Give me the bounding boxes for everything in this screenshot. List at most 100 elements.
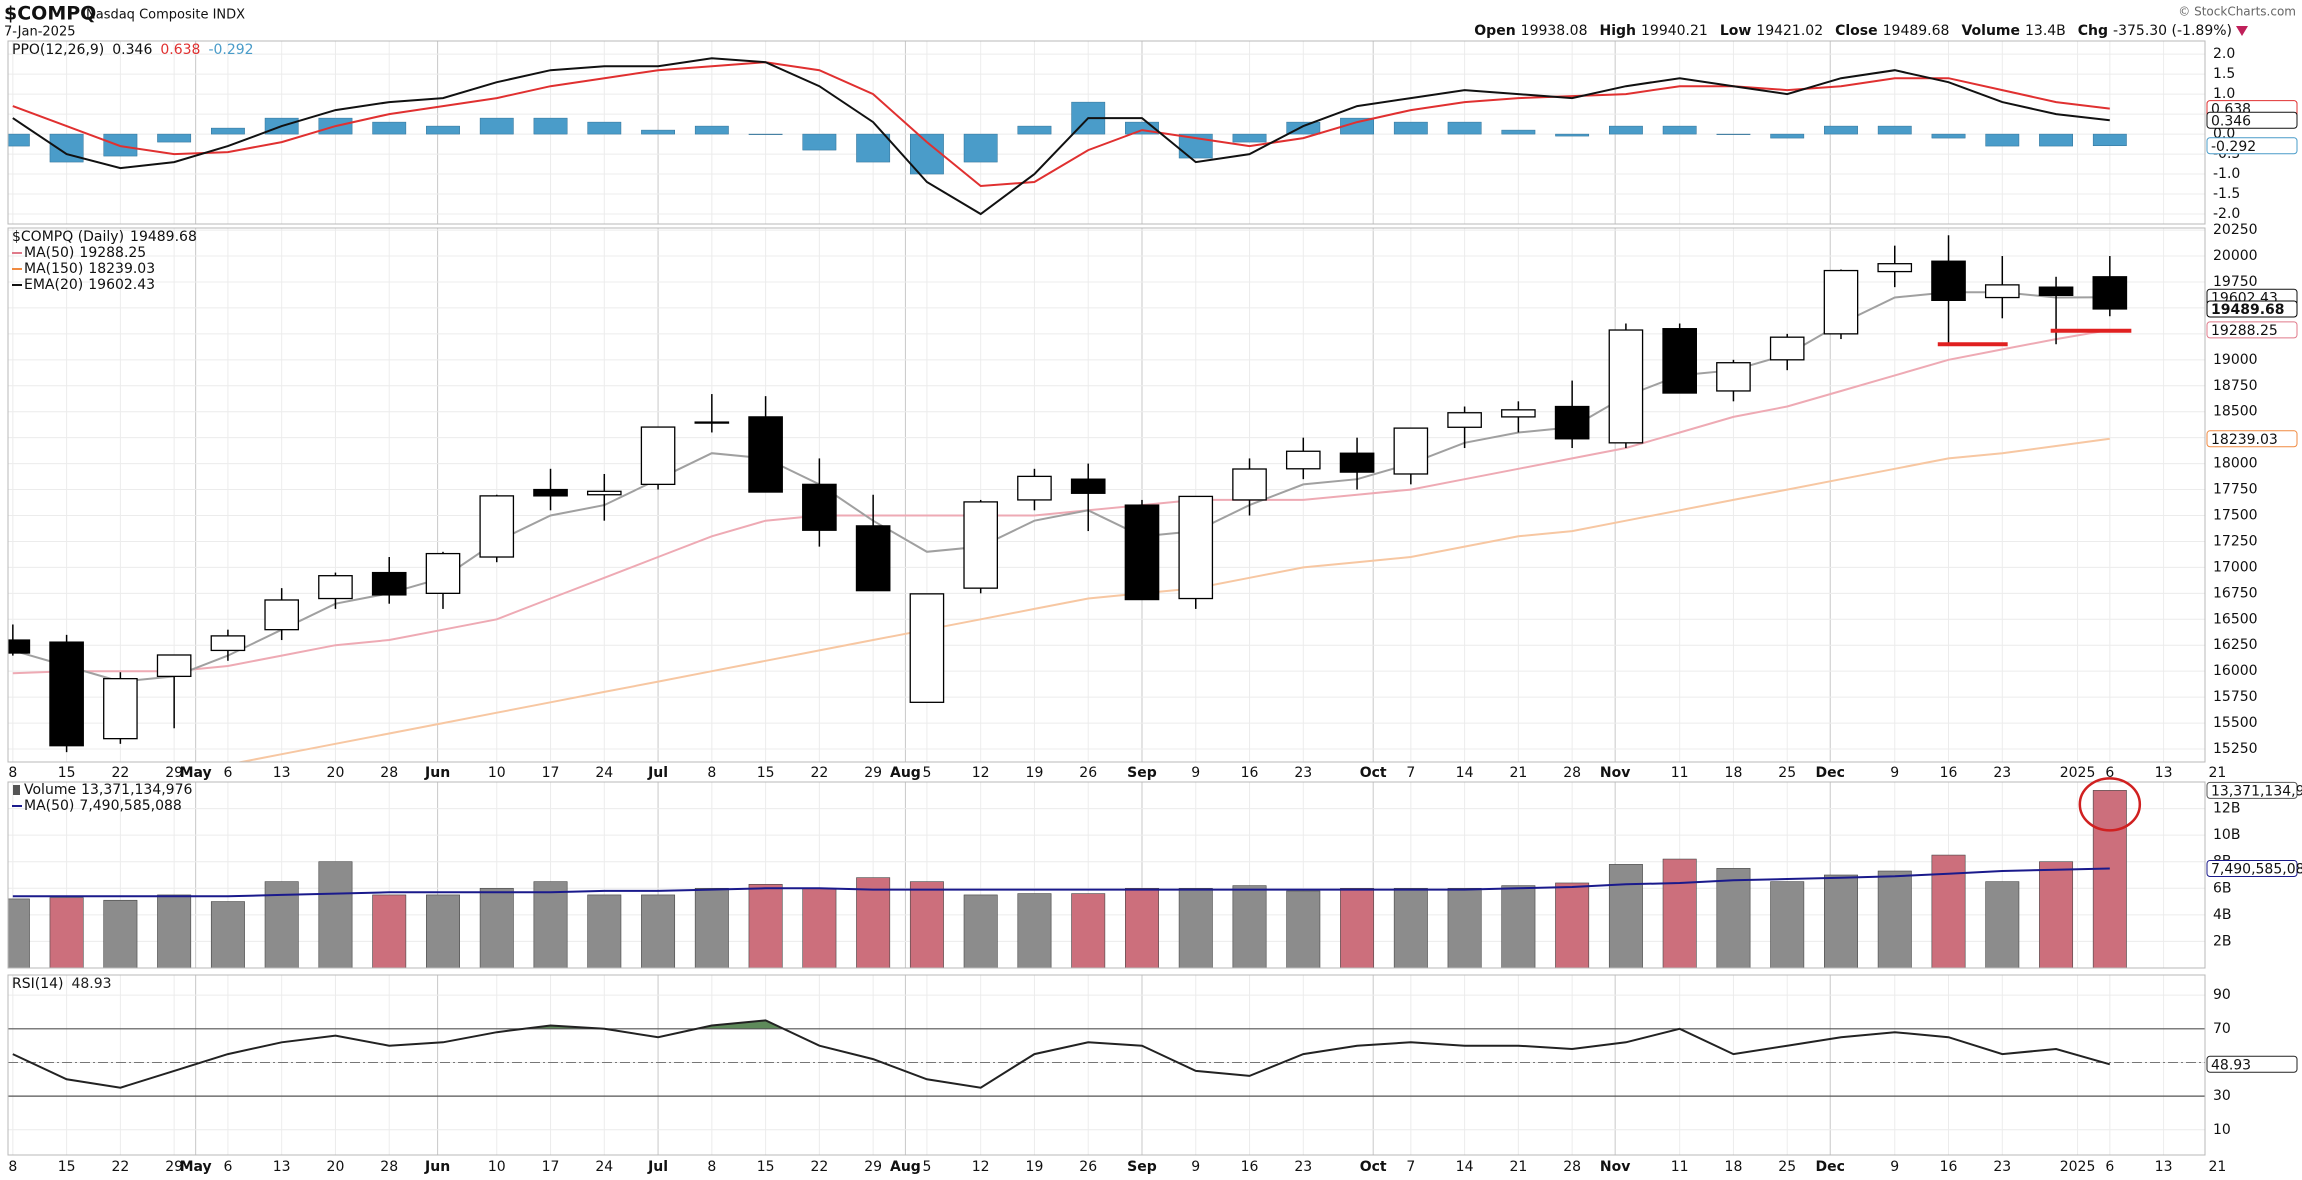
x-tick-label: 22	[810, 1159, 828, 1175]
stat-value: 19938.08	[1521, 23, 1588, 39]
histogram-bar	[909, 133, 944, 175]
x-tick-label: 2025	[2060, 1159, 2096, 1175]
volume-bar	[1071, 893, 1106, 968]
legend: PPO(12,26,9) 0.346 0.638 -0.292	[12, 42, 254, 58]
volume-bar	[1286, 890, 1321, 968]
candle-body	[8, 639, 31, 654]
x-tick-label: 15	[58, 1159, 76, 1175]
x-tick-label: 5	[922, 1159, 931, 1175]
histogram-bar	[157, 133, 192, 143]
volume-bar	[2039, 861, 2074, 968]
y-tick-label: 20250	[2213, 222, 2258, 238]
x-tick-label: 16	[1940, 1159, 1958, 1175]
candle-body	[694, 421, 730, 424]
value-tag-box	[2206, 781, 2298, 799]
volume-bar	[103, 899, 138, 968]
x-tick-label: 14	[1456, 765, 1474, 781]
candle-body	[156, 654, 192, 678]
x-tick-label: Jun	[424, 1159, 450, 1175]
volume-bar	[1017, 893, 1052, 968]
histogram-bar	[1770, 133, 1805, 139]
value-tag-box	[2206, 430, 2298, 448]
y-tick-label: 1.5	[2213, 66, 2235, 82]
y-tick-label: 16750	[2213, 585, 2258, 601]
candle-body	[1017, 475, 1052, 501]
x-tick-label: 20	[327, 1159, 345, 1175]
volume-bar	[1877, 870, 1912, 968]
value-tag-box	[2206, 137, 2298, 155]
histogram-bar	[856, 133, 891, 163]
x-tick-label: 10	[488, 765, 506, 781]
legend-value: 19288.25	[79, 245, 146, 261]
volume-bar	[748, 883, 783, 968]
candle-body	[2092, 276, 2128, 310]
x-tick-label: 14	[1456, 1159, 1474, 1175]
x-tick-label: Sep	[1127, 1159, 1157, 1175]
pane-frame	[7, 781, 2206, 969]
legend-name: MA(150)	[24, 261, 83, 277]
legend: MA(50) 19288.25	[24, 245, 146, 261]
histogram-bar	[1232, 133, 1267, 143]
x-tick-label: 13	[2155, 765, 2173, 781]
series-line	[12, 1019, 2111, 1089]
y-tick-label: -1.0	[2213, 166, 2240, 182]
x-tick-label: 21	[1509, 765, 1527, 781]
volume-bar	[1125, 887, 1159, 968]
x-tick-label: 5	[922, 765, 931, 781]
volume-bar	[694, 887, 729, 968]
volume-bar	[1501, 885, 1536, 968]
histogram-bar	[1662, 125, 1697, 135]
legend: $COMPQ (Daily) 19489.68	[12, 229, 197, 245]
credit: © StockCharts.com	[2178, 5, 2296, 19]
y-tick-label: 10B	[2213, 827, 2240, 843]
legend-title: PPO(12,26,9)	[12, 42, 104, 58]
overbought-fill	[12, 1020, 2110, 1029]
histogram-bar	[1716, 133, 1751, 135]
volume-bar	[802, 887, 837, 968]
legend-value: 7,490,585,088	[79, 798, 181, 814]
x-tick-label: 9	[1191, 1159, 1200, 1175]
series-line	[12, 61, 2110, 188]
candle-body	[640, 426, 676, 486]
y-tick-label: 19750	[2213, 274, 2258, 290]
x-tick-label: 24	[595, 765, 613, 781]
y-tick-label: 12B	[2213, 801, 2240, 817]
y-tick-label: 20000	[2213, 248, 2258, 264]
x-tick-label: 13	[273, 765, 291, 781]
pane	[8, 228, 2205, 762]
x-tick-label: 22	[111, 1159, 129, 1175]
x-tick-label: 29	[864, 1159, 882, 1175]
legend-name: $COMPQ (Daily)	[12, 229, 124, 245]
histogram-bar	[372, 121, 407, 135]
x-tick-label: 28	[380, 765, 398, 781]
candle-body	[49, 641, 84, 747]
histogram-bar	[2092, 133, 2127, 147]
volume-bar	[1770, 881, 1805, 968]
legend: RSI(14) 48.93	[12, 976, 112, 992]
x-tick-label: Dec	[1816, 1159, 1845, 1175]
volume-bar	[1232, 885, 1267, 968]
x-tick-label: Jul	[647, 1159, 668, 1175]
legend-name: MA(50)	[24, 798, 74, 814]
histogram-bar	[963, 133, 998, 163]
candle-body	[264, 599, 300, 631]
histogram-bar	[1877, 125, 1912, 135]
candle-body	[748, 416, 783, 493]
volume-bar	[372, 894, 407, 968]
x-tick-label: 16	[1241, 765, 1259, 781]
candle-body	[371, 571, 407, 596]
candle-body	[963, 501, 998, 589]
y-tick-label: 17000	[2213, 559, 2258, 575]
x-tick-label: 8	[707, 1159, 716, 1175]
x-tick-label: 25	[1778, 1159, 1796, 1175]
x-tick-label: 17	[542, 765, 560, 781]
y-tick-label: 16000	[2213, 663, 2258, 679]
x-tick-label: 6	[223, 1159, 232, 1175]
histogram-bar	[426, 125, 460, 135]
candle-body	[1124, 504, 1160, 601]
histogram-bar	[1608, 125, 1643, 135]
volume-bar	[533, 881, 568, 968]
x-tick-label: 15	[757, 765, 775, 781]
volume-bar	[318, 861, 353, 968]
candle-body	[1823, 269, 1859, 335]
